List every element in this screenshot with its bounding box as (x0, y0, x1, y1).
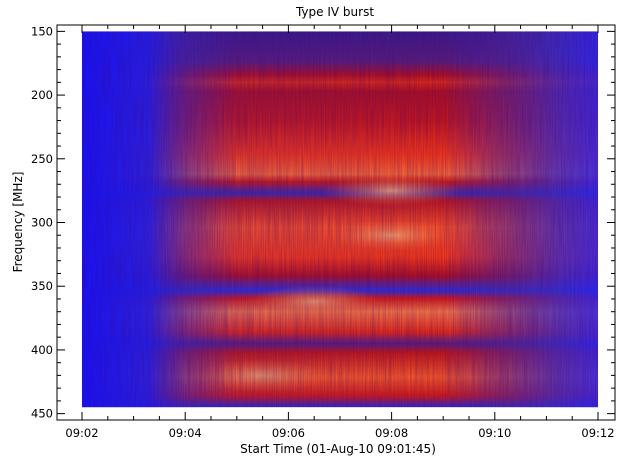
x-tick-label: 09:08 (375, 426, 408, 440)
y-tick-label: 400 (31, 343, 53, 357)
y-tick-label: 300 (31, 216, 53, 230)
striation-texture (82, 31, 598, 408)
x-tick-label: 09:10 (478, 426, 511, 440)
y-tick-label: 450 (31, 407, 53, 421)
y-tick-label: 250 (31, 152, 53, 166)
chart-title: Type IV burst (295, 5, 374, 19)
x-tick-label: 09:12 (581, 426, 614, 440)
y-axis-label: Frequency [MHz] (11, 172, 25, 273)
x-tick-label: 09:02 (65, 426, 98, 440)
y-tick-label: 350 (31, 279, 53, 293)
x-axis: 09:02 09:04 09:06 09:08 09:10 09:12 (65, 25, 615, 440)
spectrogram-image (82, 31, 598, 408)
x-tick-label: 09:04 (169, 426, 202, 440)
x-axis-label: Start Time (01-Aug-10 09:01:45) (240, 442, 436, 456)
y-axis: 150 200 250 300 350 400 450 (31, 24, 615, 421)
x-tick-label: 09:06 (272, 426, 305, 440)
y-tick-label: 150 (31, 24, 53, 38)
y-tick-label: 200 (31, 88, 53, 102)
